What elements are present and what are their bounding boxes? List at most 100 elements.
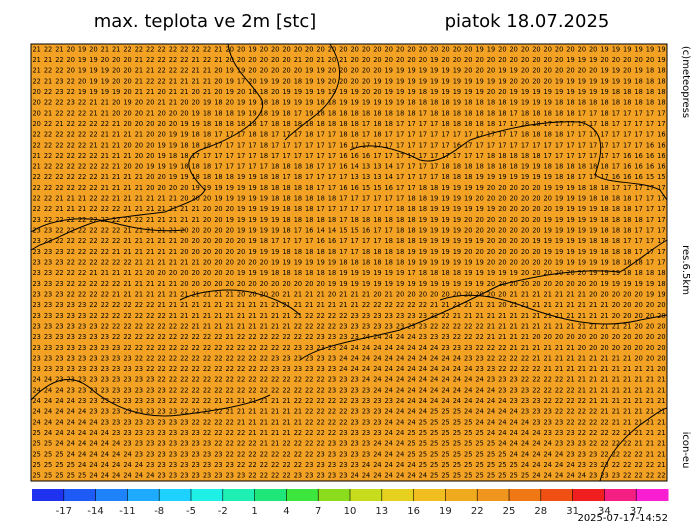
temperature-value: 18 — [373, 248, 381, 256]
temperature-value: 19 — [589, 248, 597, 256]
temperature-value: 23 — [316, 354, 324, 362]
temperature-value: 22 — [112, 205, 120, 213]
temperature-value: 20 — [203, 227, 211, 235]
temperature-value: 24 — [407, 461, 415, 469]
colorbar-tick-label: 34 — [598, 506, 611, 517]
temperature-value: 22 — [226, 344, 234, 352]
temperature-value: 20 — [623, 290, 631, 298]
temperature-value: 25 — [464, 472, 472, 480]
temperature-value: 21 — [214, 45, 222, 53]
temperature-value: 19 — [464, 77, 472, 85]
temperature-value: 19 — [237, 173, 245, 181]
temperature-value: 22 — [78, 290, 86, 298]
temperature-value: 22 — [135, 301, 143, 309]
temperature-value: 20 — [407, 56, 415, 64]
temperature-value: 18 — [419, 195, 427, 203]
temperature-value: 24 — [146, 472, 154, 480]
temperature-value: 20 — [214, 237, 222, 245]
temperature-value: 22 — [316, 386, 324, 394]
temperature-value: 20 — [544, 205, 552, 213]
temperature-value: 17 — [419, 120, 427, 128]
temperature-value: 21 — [657, 450, 665, 458]
temperature-value: 21 — [532, 344, 540, 352]
temperature-value: 22 — [214, 418, 222, 426]
temperature-value: 25 — [55, 472, 63, 480]
temperature-value: 18 — [419, 99, 427, 107]
temperature-value: 22 — [157, 365, 165, 373]
temperature-value: 23 — [555, 418, 563, 426]
temperature-value: 18 — [521, 152, 529, 160]
temperature-value: 20 — [589, 67, 597, 75]
temperature-value: 20 — [419, 45, 427, 53]
temperature-value: 19 — [339, 280, 347, 288]
temperature-value: 18 — [532, 131, 540, 139]
temperature-value: 21 — [294, 408, 302, 416]
temperature-value: 18 — [555, 163, 563, 171]
temperature-value: 22 — [566, 386, 574, 394]
temperature-value: 24 — [339, 344, 347, 352]
temperature-value: 15 — [646, 173, 654, 181]
temperature-value: 20 — [157, 269, 165, 277]
contour-line — [30, 379, 271, 417]
temperature-value: 23 — [316, 344, 324, 352]
temperature-value: 24 — [396, 450, 404, 458]
temperature-value: 22 — [316, 376, 324, 384]
temperature-value: 17 — [328, 131, 336, 139]
temperature-value: 17 — [555, 152, 563, 160]
temperature-value: 24 — [407, 365, 415, 373]
temperature-value: 22 — [475, 322, 483, 330]
temperature-value: 20 — [475, 227, 483, 235]
temperature-value: 21 — [146, 248, 154, 256]
temperature-value: 24 — [55, 440, 63, 448]
temperature-value: 19 — [180, 173, 188, 181]
temperature-value: 22 — [555, 386, 563, 394]
temperature-value: 21 — [135, 195, 143, 203]
temperature-value: 22 — [101, 248, 109, 256]
temperature-value: 23 — [32, 290, 40, 298]
temperature-value: 22 — [157, 344, 165, 352]
temperature-value: 23 — [146, 386, 154, 394]
temperature-value: 20 — [634, 290, 642, 298]
temperature-value: 17 — [509, 120, 517, 128]
temperature-value: 19 — [237, 269, 245, 277]
temperature-value: 20 — [521, 205, 529, 213]
temperature-value: 19 — [350, 269, 358, 277]
temperature-value: 21 — [509, 333, 517, 341]
temperature-value: 20 — [146, 184, 154, 192]
temperature-value: 19 — [430, 227, 438, 235]
temperature-value: 22 — [78, 109, 86, 117]
temperature-value: 23 — [67, 354, 75, 362]
temperature-value: 20 — [180, 184, 188, 192]
temperature-value: 20 — [521, 77, 529, 85]
temperature-value: 18 — [385, 120, 393, 128]
temperature-value: 20 — [180, 248, 188, 256]
temperature-value: 17 — [339, 237, 347, 245]
temperature-value: 17 — [578, 173, 586, 181]
temperature-value: 18 — [589, 237, 597, 245]
temperature-value: 21 — [112, 290, 120, 298]
temperature-value: 18 — [362, 259, 370, 267]
temperature-value: 18 — [294, 173, 302, 181]
temperature-value: 22 — [214, 408, 222, 416]
temperature-value: 21 — [646, 408, 654, 416]
temperature-value: 19 — [589, 259, 597, 267]
temperature-value: 23 — [509, 386, 517, 394]
temperature-value: 15 — [362, 184, 370, 192]
temperature-value: 18 — [407, 99, 415, 107]
temperature-value: 24 — [55, 386, 63, 394]
temperature-value: 18 — [464, 163, 472, 171]
temperature-value: 19 — [521, 163, 529, 171]
temperature-value: 22 — [67, 227, 75, 235]
temperature-value: 20 — [498, 280, 506, 288]
temperature-value: 21 — [294, 312, 302, 320]
temperature-value: 24 — [532, 461, 540, 469]
temperature-value: 21 — [282, 418, 290, 426]
temperature-value: 23 — [544, 429, 552, 437]
temperature-value: 23 — [44, 259, 52, 267]
temperature-value: 22 — [532, 365, 540, 373]
temperature-value: 17 — [589, 120, 597, 128]
temperature-value: 17 — [237, 163, 245, 171]
temperature-value: 21 — [135, 280, 143, 288]
temperature-value: 22 — [146, 365, 154, 373]
temperature-value: 20 — [532, 333, 540, 341]
